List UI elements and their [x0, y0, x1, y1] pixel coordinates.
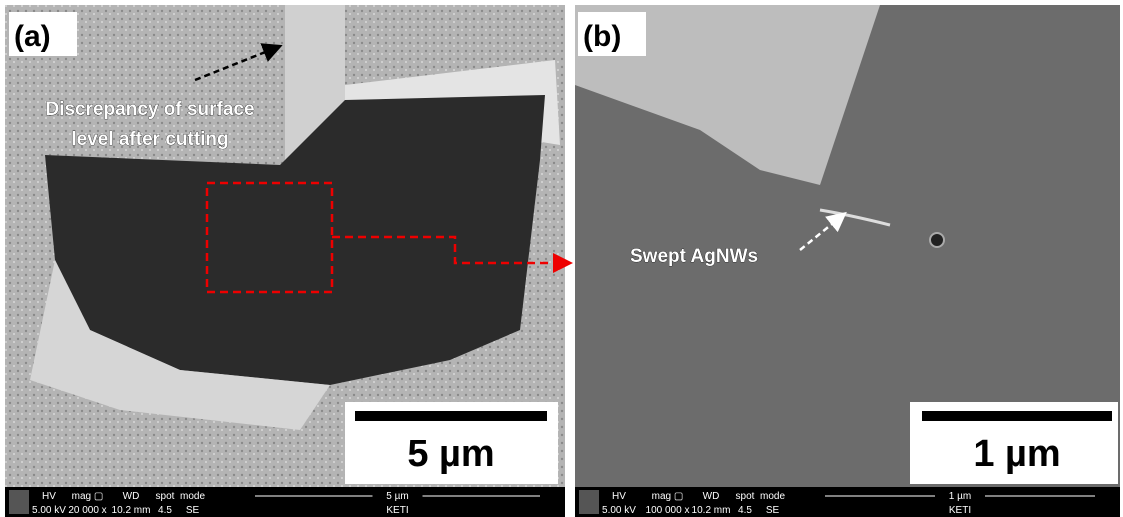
scale-label: 1 µm: [973, 433, 1060, 475]
info-scale: 1 µm: [949, 491, 971, 502]
info-bar: HV 5.00 kV mag ▢ 100 000 x WD 10.2 mm spot 4.5 m…: [575, 487, 1120, 517]
figure: (a) Discrepancy of surface level after c…: [0, 0, 1123, 517]
info-institution: KETI: [949, 505, 971, 516]
info-header: WD: [703, 491, 720, 502]
info-bar: HV 5.00 kV mag ▢ 20 000 x WD 10.2 mm spot 4.5 mo…: [5, 487, 565, 517]
annotation: Discrepancy of surface: [45, 99, 254, 120]
info-header: HV: [42, 491, 56, 502]
info-institution: KETI: [386, 505, 408, 516]
scale-label: 5 µm: [407, 433, 494, 475]
annotation: level after cutting: [71, 129, 228, 150]
logo: [579, 490, 599, 514]
panel-label: (b): [583, 20, 621, 53]
info-value: 4.5: [158, 505, 172, 516]
info-header: spot: [156, 491, 175, 502]
panel-label: (a): [14, 20, 51, 53]
scale-bar: [922, 411, 1112, 421]
info-value: 5.00 kV: [32, 505, 66, 516]
info-value: 5.00 kV: [602, 505, 636, 516]
panel-a: (a) Discrepancy of surface level after c…: [5, 5, 568, 487]
info-header: mag ▢: [72, 491, 104, 502]
panel-b: (b) Swept AgNWs 1 µm: [575, 5, 1120, 487]
info-header: mode: [760, 491, 785, 502]
info-header: mode: [180, 491, 205, 502]
info-value: 4.5: [738, 505, 752, 516]
info-value: SE: [186, 505, 200, 516]
info-value: 100 000 x: [646, 505, 690, 516]
info-header: mag ▢: [652, 491, 684, 502]
info-value: 20 000 x: [68, 505, 106, 516]
info-header: spot: [736, 491, 755, 502]
info-value: 10.2 mm: [692, 505, 731, 516]
info-header: WD: [123, 491, 140, 502]
info-header: HV: [612, 491, 626, 502]
logo: [9, 490, 29, 514]
info-scale: 5 µm: [386, 491, 408, 502]
annotation: Swept AgNWs: [630, 246, 758, 267]
info-value: 10.2 mm: [112, 505, 151, 516]
info-value: SE: [766, 505, 780, 516]
scale-bar: [355, 411, 547, 421]
pore: [930, 233, 944, 247]
